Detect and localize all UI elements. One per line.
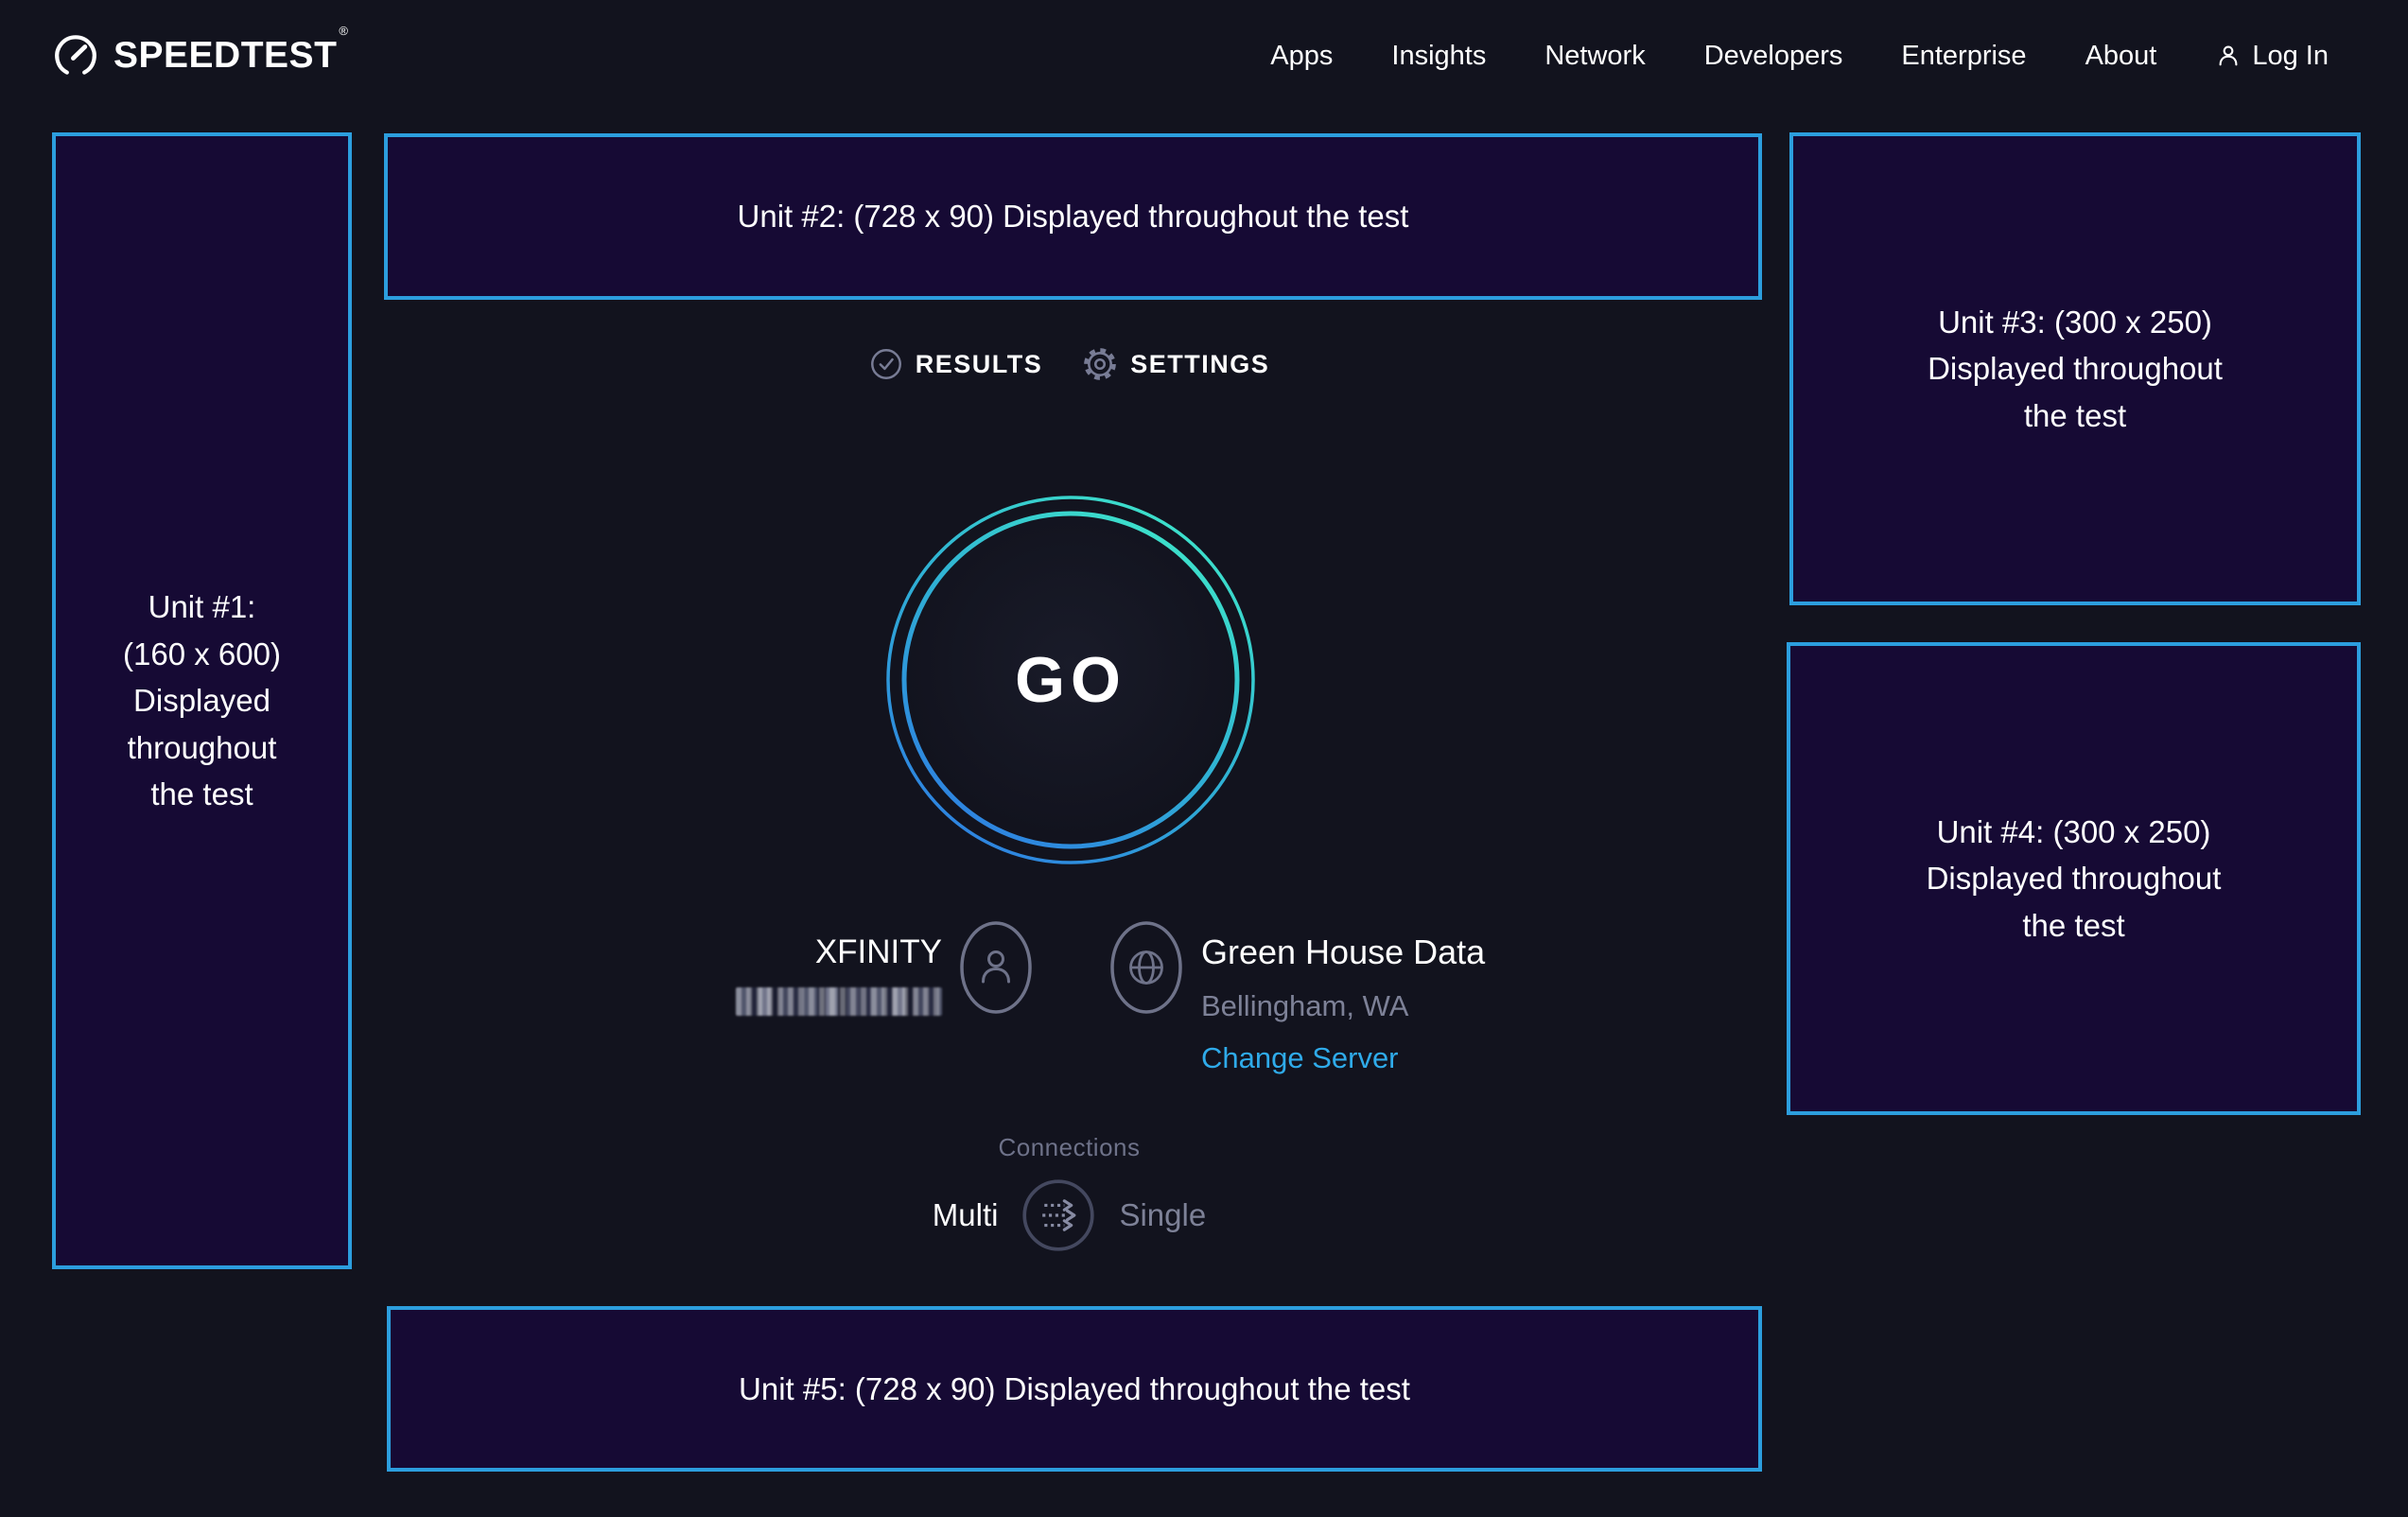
isp-user-icon bbox=[960, 921, 1032, 1014]
brand-wordmark: SPEEDTEST® bbox=[113, 24, 348, 77]
speedtest-logo[interactable]: SPEEDTEST® bbox=[52, 24, 348, 79]
trademark-symbol: ® bbox=[339, 24, 348, 38]
server-globe-icon bbox=[1110, 921, 1182, 1014]
nav-item-enterprise[interactable]: Enterprise bbox=[1901, 40, 2027, 71]
nav-item-network[interactable]: Network bbox=[1544, 40, 1646, 71]
connections-single-option[interactable]: Single bbox=[1119, 1197, 1207, 1232]
ad-unit-1-text: Unit #1: (160 x 600) Displayed throughou… bbox=[123, 589, 281, 812]
connections-row: Multi Single bbox=[352, 1177, 1787, 1253]
connections-multi-option[interactable]: Multi bbox=[932, 1197, 999, 1232]
ad-unit-1-skyscraper[interactable]: Unit #1: (160 x 600) Displayed throughou… bbox=[52, 132, 352, 1269]
user-icon bbox=[2219, 45, 2238, 66]
ad-unit-3-text: Unit #3: (300 x 250) Displayed throughou… bbox=[1928, 304, 2223, 433]
nav-menu: Apps Insights Network Developers Enterpr… bbox=[1270, 41, 2329, 72]
view-tabs: RESULTS SETTINGS bbox=[352, 346, 1787, 382]
isp-info: XFINITY bbox=[605, 933, 942, 1020]
connections-toggle-icon[interactable] bbox=[1021, 1177, 1096, 1253]
ad-unit-4-text: Unit #4: (300 x 250) Displayed throughou… bbox=[1926, 813, 2222, 943]
go-button[interactable]: GO bbox=[881, 491, 1260, 869]
nav-item-about[interactable]: About bbox=[2085, 40, 2157, 71]
isp-name: XFINITY bbox=[814, 933, 942, 970]
check-circle-icon bbox=[870, 349, 901, 379]
server-info: Green House Data Bellingham, WA Change S… bbox=[1201, 933, 1485, 1072]
go-button-label: GO bbox=[1015, 644, 1126, 716]
nav-item-developers[interactable]: Developers bbox=[1703, 40, 1843, 71]
gear-icon bbox=[1084, 348, 1117, 380]
nav-login-label: Log In bbox=[2252, 40, 2329, 71]
ad-unit-5-leaderboard[interactable]: Unit #5: (728 x 90) Displayed throughout… bbox=[387, 1306, 1762, 1472]
change-server-link[interactable]: Change Server bbox=[1201, 1041, 1399, 1074]
go-button-rings bbox=[886, 496, 1255, 864]
gauge-icon bbox=[55, 35, 96, 75]
tab-settings-label: SETTINGS bbox=[1130, 349, 1270, 378]
ad-unit-5-text: Unit #5: (728 x 90) Displayed throughout… bbox=[739, 1370, 1410, 1406]
isp-ip-redacted bbox=[736, 987, 942, 1016]
ad-unit-2-text: Unit #2: (728 x 90) Displayed throughout… bbox=[737, 199, 1409, 235]
top-nav: SPEEDTEST® Apps Insights Network Develop… bbox=[0, 0, 2408, 112]
tab-results[interactable]: RESULTS bbox=[869, 347, 1043, 381]
nav-item-apps[interactable]: Apps bbox=[1270, 40, 1334, 71]
brand-text: SPEEDTEST bbox=[113, 35, 338, 76]
tab-results-label: RESULTS bbox=[915, 349, 1043, 378]
ad-unit-2-leaderboard[interactable]: Unit #2: (728 x 90) Displayed throughout… bbox=[384, 133, 1762, 300]
ad-unit-4-rectangle[interactable]: Unit #4: (300 x 250) Displayed throughou… bbox=[1787, 642, 2361, 1115]
server-name: Green House Data bbox=[1201, 933, 1486, 971]
nav-login-button[interactable]: Log In bbox=[2215, 41, 2329, 72]
server-location: Bellingham, WA bbox=[1201, 989, 1409, 1022]
main-test-area: RESULTS SETTINGS bbox=[352, 0, 1787, 1517]
ad-unit-3-rectangle[interactable]: Unit #3: (300 x 250) Displayed throughou… bbox=[1789, 132, 2361, 605]
nav-item-insights[interactable]: Insights bbox=[1391, 40, 1487, 71]
tab-settings[interactable]: SETTINGS bbox=[1082, 346, 1269, 382]
